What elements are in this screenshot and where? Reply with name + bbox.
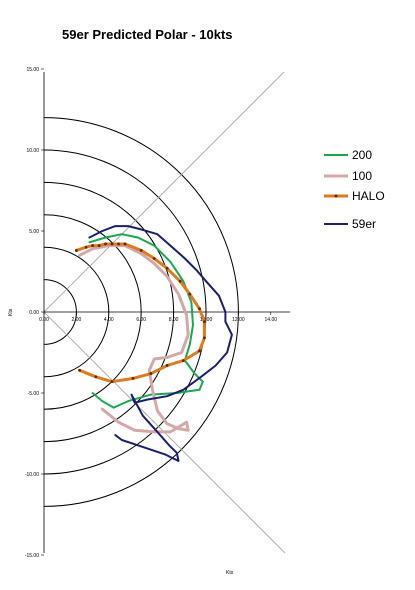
series-point-halo <box>198 307 201 311</box>
series-point-halo <box>131 377 135 380</box>
series-point-halo <box>75 249 78 252</box>
series-point-halo <box>117 242 120 246</box>
x-tick-label: 4.00 <box>104 317 114 323</box>
series-point-halo <box>198 349 201 353</box>
series-point-halo <box>178 279 182 283</box>
x-tick-label: 12.00 <box>232 317 245 323</box>
y-tick-label: -5.00 <box>28 391 40 397</box>
series-point-halo <box>84 245 88 249</box>
x-tick-label: 2.00 <box>72 317 82 323</box>
y-tick-label: 5.00 <box>29 229 39 235</box>
series-point-halo <box>165 364 169 367</box>
y-tick-label: -15.00 <box>25 553 39 559</box>
series-point-halo <box>104 242 107 246</box>
series-point-halo <box>94 375 98 379</box>
series-point-halo <box>110 242 114 246</box>
plot-area: 15.00 10.00 5.00 0.00 -5.00 -10.00 -15.00 0.00 2… <box>25 67 290 559</box>
series-point-halo <box>110 380 114 384</box>
legend-label-100: 100 <box>352 169 372 183</box>
legend-label-59er: 59er <box>352 217 376 231</box>
x-tick-label: 6.00 <box>136 317 146 323</box>
series-point-halo <box>181 359 185 362</box>
series-point-halo <box>149 372 153 375</box>
series-point-halo <box>188 292 192 296</box>
y-tick-label: -10.00 <box>25 472 39 478</box>
series-point-halo <box>202 320 206 324</box>
series-point-halo <box>202 336 206 340</box>
diagonal-up <box>44 72 285 313</box>
x-tick-label: 8.00 <box>169 317 179 323</box>
y-tick-label: 10.00 <box>26 148 39 154</box>
x-axis-label: Kts <box>226 570 234 576</box>
series-point-halo <box>97 244 101 247</box>
y-axis-label: Kts <box>8 308 14 316</box>
legend-label-halo: HALO <box>352 189 385 203</box>
x-tick-label: 14.00 <box>265 317 278 323</box>
series-point-halo <box>152 257 156 260</box>
diagonal-down <box>44 311 286 553</box>
series-line-59er <box>88 225 233 462</box>
y-tick-label: 15.00 <box>26 67 39 73</box>
x-tick-label: 10.00 <box>200 317 213 323</box>
legend-label-200: 200 <box>352 148 372 162</box>
series-line-200 <box>88 233 204 409</box>
y-tick-label: 0.00 <box>29 310 39 316</box>
series-point-halo <box>139 249 143 252</box>
series-point-halo <box>165 266 169 270</box>
series-point-halo <box>123 242 127 246</box>
series-point-halo <box>78 368 82 372</box>
legend: 200 100 HALO 59er <box>324 148 385 231</box>
chart-title: 59er Predicted Polar - 10kts <box>62 27 233 42</box>
series-line-100 <box>78 244 190 434</box>
x-tick-label: 0.00 <box>39 317 49 323</box>
legend-marker-halo <box>334 194 338 198</box>
series-point-halo <box>91 244 94 247</box>
